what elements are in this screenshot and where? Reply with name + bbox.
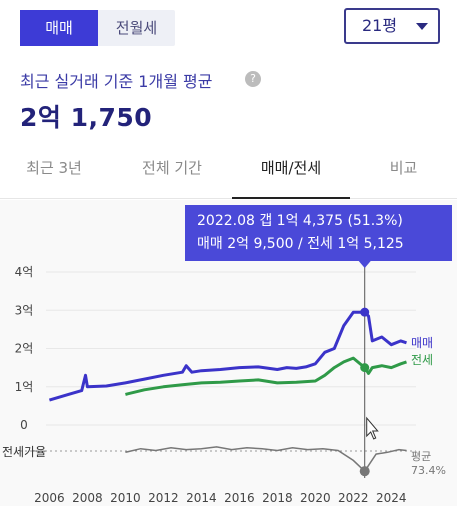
chart-tooltip: 2022.08 갭 1억 4,375 (51.3%) 매매 2억 9,500 /… bbox=[185, 205, 452, 261]
question-circle-icon[interactable]: ? bbox=[245, 71, 261, 87]
ratio-line bbox=[125, 446, 407, 473]
average-price: 2억 1,750 bbox=[20, 103, 153, 132]
ratio-label: 전세가율 bbox=[2, 445, 46, 459]
cursor-pointer-icon bbox=[366, 416, 379, 440]
y-tick-label: 3억 bbox=[15, 303, 34, 317]
deal-type-toggle: 매매 전월세 bbox=[20, 10, 175, 46]
tab-all-period[interactable]: 전체 기간 bbox=[142, 159, 202, 177]
x-tick-label: 2022 bbox=[338, 491, 369, 505]
tooltip-prices: 매매 2억 9,500 / 전세 1억 5,125 bbox=[197, 236, 404, 252]
y-tick-label: 2억 bbox=[15, 342, 34, 356]
tab-sale-jeonse[interactable]: 매매/전세 bbox=[232, 148, 350, 199]
x-tick-label: 2016 bbox=[224, 491, 255, 505]
tooltip-gap: 2022.08 갭 1억 4,375 (51.3%) bbox=[197, 213, 403, 229]
legend-jeonse: 전세 bbox=[411, 353, 433, 367]
x-tick-label: 2024 bbox=[376, 491, 407, 505]
x-tick-label: 2014 bbox=[186, 491, 217, 505]
x-tick-label: 2020 bbox=[300, 491, 331, 505]
x-tick-label: 2012 bbox=[148, 491, 179, 505]
size-select[interactable]: 21평 bbox=[344, 8, 440, 44]
ratio-avg-value: 73.4% bbox=[411, 464, 446, 477]
period-tabs: 최근 3년 전체 기간 매매/전세 비교 bbox=[0, 148, 457, 199]
x-tick-label: 2006 bbox=[34, 491, 65, 505]
tab-rent[interactable]: 전월세 bbox=[115, 19, 158, 37]
y-tick-label: 4억 bbox=[15, 265, 34, 279]
tab-recent-3y[interactable]: 최근 3년 bbox=[26, 159, 82, 177]
ratio-avg-label: 평균 bbox=[411, 450, 431, 463]
header-panel: 매매 전월세 21평 최근 실거래 기준 1개월 평균 ? 2억 1,750 최… bbox=[0, 0, 457, 200]
tooltip-pointer bbox=[358, 261, 371, 268]
sale-point bbox=[360, 307, 370, 317]
tab-compare[interactable]: 비교 bbox=[389, 159, 418, 177]
y-tick-label: 1억 bbox=[15, 380, 34, 394]
y-tick-label: 0 bbox=[20, 418, 28, 432]
ratio-point bbox=[359, 466, 370, 477]
size-select-value: 21평 bbox=[362, 16, 398, 35]
x-tick-label: 2008 bbox=[72, 491, 103, 505]
x-tick-label: 2010 bbox=[110, 491, 141, 505]
price-chart-svg: 0 1억 2억 3억 4억 2006 2008 2010 2012 2014 2016 2018 202… bbox=[2, 261, 446, 505]
jeonse-point bbox=[360, 363, 370, 373]
price-basis-label: 최근 실거래 기준 1개월 평균 bbox=[20, 72, 213, 91]
legend-sale: 매매 bbox=[411, 336, 433, 350]
x-tick-label: 2018 bbox=[262, 491, 293, 505]
chevron-down-icon bbox=[416, 23, 428, 30]
tab-sale[interactable]: 매매 bbox=[20, 10, 98, 46]
jeonse-line bbox=[125, 356, 407, 396]
